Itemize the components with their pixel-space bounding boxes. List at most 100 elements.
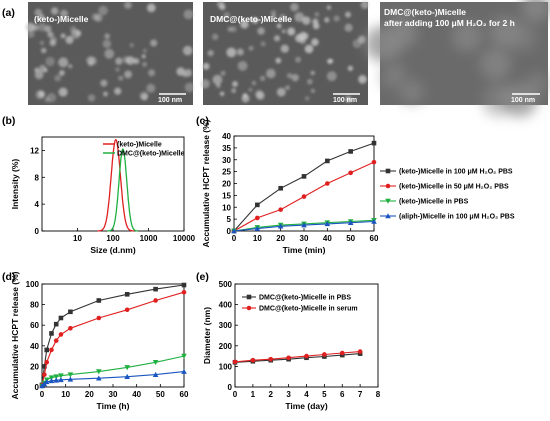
micelle-particle xyxy=(240,20,249,29)
micelle-particle xyxy=(58,57,69,68)
chart-d-x-tick-label: 60 xyxy=(180,390,189,399)
chart-e-data-point xyxy=(250,357,256,363)
chart-d-x-tick-label: 30 xyxy=(109,390,118,399)
chart-b-y-tick-label: 0 xyxy=(35,227,40,236)
chart-d-data-point xyxy=(124,292,130,297)
micelle-particle xyxy=(176,67,185,76)
micelle-particle xyxy=(260,41,266,47)
chart-e-legend-label: DMC@(keto-)Micelle in serum xyxy=(259,306,358,313)
chart-b-y-tick-label: 4 xyxy=(35,200,40,209)
chart-e-x-tick-label: 3 xyxy=(286,390,291,399)
panel-label-e: (e) xyxy=(196,271,209,283)
micelle-particle xyxy=(94,14,103,22)
chart-d-y-tick-label: 60 xyxy=(30,321,39,330)
micelle-particle xyxy=(360,0,370,9)
micelle-particle xyxy=(51,7,59,15)
micelle-particle xyxy=(451,21,482,52)
chart-c-series-line xyxy=(233,142,375,232)
chart-d-data-point xyxy=(124,365,130,371)
chart-d-x-label: Time (h) xyxy=(97,401,130,411)
micelle-particle xyxy=(146,3,156,13)
chart-d-data-point xyxy=(181,368,187,374)
chart-c-x-tick-label: 60 xyxy=(370,234,379,243)
panel-label-a: (a) xyxy=(2,7,15,19)
micelle-particle xyxy=(44,25,52,33)
micelle-particle xyxy=(129,43,134,48)
micelle-particle xyxy=(220,70,226,76)
chart-e-x-tick-label: 7 xyxy=(358,390,363,399)
chart-b-y-tick-label: 12 xyxy=(30,146,39,155)
chart-e-x-tick-label: 0 xyxy=(233,390,238,399)
micelle-particle xyxy=(148,69,156,77)
chart-d-data-point xyxy=(68,309,73,315)
micelle-particle xyxy=(328,58,334,64)
chart-c-x-label: Time (min) xyxy=(283,245,326,255)
chart-d-data-point xyxy=(58,373,64,379)
micelle-particle xyxy=(260,75,266,81)
micelle-particle xyxy=(126,56,135,65)
micelle-particle xyxy=(388,19,418,48)
chart-e-x-tick-label: 6 xyxy=(340,390,345,399)
chart-e-y-tick-label: 0 xyxy=(228,383,233,392)
micelle-particle xyxy=(333,15,340,22)
chart-c-data-point xyxy=(325,158,330,164)
chart-d-y-tick-label: 0 xyxy=(35,383,40,392)
micelle-particle xyxy=(124,70,132,79)
chart-b-series-line xyxy=(97,138,135,232)
chart-e-data-point xyxy=(232,359,238,365)
chart-e-x-tick-label: 2 xyxy=(269,390,274,399)
micelle-particle xyxy=(230,26,237,33)
micelle-particle xyxy=(219,91,225,97)
chart-c-data-point xyxy=(347,219,354,225)
micrograph-1-title: (keto-)Micelle xyxy=(34,14,89,24)
chart-b-x-tick-label: 10 xyxy=(73,234,82,243)
chart-d-data-point xyxy=(53,374,59,380)
chart-c-y-tick-label: 25 xyxy=(222,168,231,177)
micrograph-2-title: DMC@(keto-)Micelle xyxy=(210,14,292,24)
micelle-particle xyxy=(27,30,35,38)
chart-d-data-point xyxy=(67,372,74,378)
micelle-particle xyxy=(248,87,253,92)
chart-e-data-point xyxy=(304,353,309,359)
chart-c-data-point xyxy=(255,215,260,221)
chart-c-legend-label: (aliph-)Micelle in 100 μM H₂O₂ PBS xyxy=(399,214,515,221)
chart-e-data-point xyxy=(322,352,327,357)
micelle-particle xyxy=(202,62,210,70)
chart-b-x-tick-label: 10000 xyxy=(173,234,196,243)
scale-bar-3-label: 100 nm xyxy=(511,97,535,104)
chart-d: 0 10 20 30 40 50 60 0 20 40 60 80 100 Time (h) Accumul… xyxy=(10,271,189,411)
micelle-particle xyxy=(304,44,314,54)
micelle-particle xyxy=(344,23,353,32)
chart-c-data-point xyxy=(278,185,283,191)
micelle-particle xyxy=(358,75,367,84)
micelle-particle xyxy=(286,72,293,79)
micelle-particle xyxy=(226,47,237,58)
micelle-particle xyxy=(251,80,257,86)
micelle-particle xyxy=(44,96,50,103)
chart-b-series-line xyxy=(107,148,139,232)
chart-d-data-point xyxy=(48,375,55,381)
micrograph-3: DMC@(keto-)Micelle after adding 100 μM H… xyxy=(364,0,550,118)
micrograph-3-title: DMC@(keto-)Micelle xyxy=(384,7,466,17)
micelle-particle xyxy=(326,71,337,82)
chart-d-data-point xyxy=(152,371,159,377)
chart-b-y-label: Intensity (%) xyxy=(10,159,20,210)
chart-c-y-tick-label: 0 xyxy=(227,227,232,236)
micelle-particle xyxy=(387,62,407,82)
chart-d-data-point xyxy=(53,321,59,327)
chart-d-data-point xyxy=(44,359,50,365)
chart-d-data-point xyxy=(53,377,59,383)
chart-c-x-tick-label: 40 xyxy=(323,234,332,243)
chart-c-x-tick-label: 50 xyxy=(346,234,355,243)
chart-b-x-tick-label: 1000 xyxy=(140,234,158,243)
chart-c-data-point xyxy=(254,225,261,231)
micelle-particle xyxy=(115,67,120,72)
chart-c-data-point xyxy=(301,194,307,199)
micelle-particle xyxy=(45,56,55,67)
chart-c-y-tick-label: 20 xyxy=(222,180,231,189)
micelle-particle xyxy=(307,78,313,85)
micelle-particle xyxy=(301,32,309,40)
chart-c-y-label: Accumulative HCPT release (%) xyxy=(201,119,211,247)
micelle-particle xyxy=(34,8,43,17)
chart-e-y-tick-label: 400 xyxy=(219,301,233,310)
